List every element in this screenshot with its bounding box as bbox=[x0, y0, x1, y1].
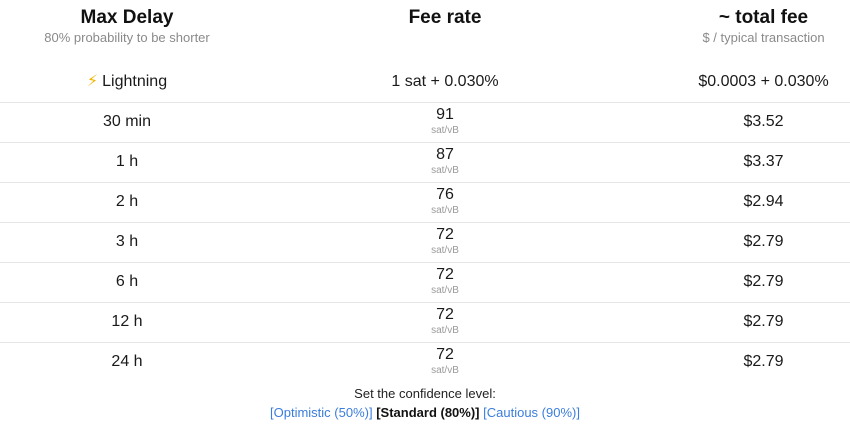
fee-rate-cell: 87 sat/vB bbox=[254, 142, 636, 177]
table-row: 12 h 72 sat/vB $2.79 bbox=[0, 302, 850, 342]
fee-rate-cell: 72 sat/vB bbox=[254, 222, 636, 257]
header-total-fee-title: ~ total fee bbox=[718, 7, 809, 28]
fee-rate-cell: 72 sat/vB bbox=[254, 262, 636, 297]
total-fee-cell: $2.79 bbox=[743, 233, 784, 250]
lightning-bolt-icon: ⚡ bbox=[86, 73, 99, 90]
fee-rate-unit: sat/vB bbox=[431, 285, 459, 296]
row-divider bbox=[0, 222, 850, 223]
fee-rate-value: 72 bbox=[436, 306, 454, 323]
fee-rate-unit: sat/vB bbox=[431, 325, 459, 336]
table-row: 6 h 72 sat/vB $2.79 bbox=[0, 262, 850, 302]
row-divider bbox=[0, 142, 850, 143]
row-divider bbox=[0, 182, 850, 183]
header-max-delay-subtitle: 80% probability to be shorter bbox=[44, 30, 210, 45]
header-max-delay-title: Max Delay bbox=[80, 7, 174, 28]
total-fee-cell: $3.52 bbox=[743, 113, 784, 130]
total-fee-cell: $2.79 bbox=[743, 313, 784, 330]
fee-rate-unit: sat/vB bbox=[431, 245, 459, 256]
confidence-option-optimistic[interactable]: [Optimistic (50%)] bbox=[270, 405, 373, 420]
row-divider bbox=[0, 102, 850, 103]
delay-cell: 3 h bbox=[115, 233, 139, 250]
total-fee-cell: $3.37 bbox=[743, 153, 784, 170]
fee-rate-cell: 72 sat/vB bbox=[254, 302, 636, 337]
confidence-option-standard[interactable]: [Standard (80%)] bbox=[376, 405, 480, 420]
fee-rate-value: 76 bbox=[436, 186, 454, 203]
lightning-row: ⚡ Lightning 1 sat + 0.030% $0.0003 + 0.03… bbox=[0, 62, 850, 102]
total-fee-cell: $2.79 bbox=[743, 273, 784, 290]
total-fee-cell: $2.79 bbox=[743, 353, 784, 370]
fee-rate-value: 72 bbox=[436, 266, 454, 283]
lightning-total-cell: $0.0003 + 0.030% bbox=[698, 73, 829, 90]
header-max-delay: Max Delay 80% probability to be shorter bbox=[0, 0, 254, 46]
header-total-fee: ~ total fee $ / typical transaction bbox=[636, 0, 850, 46]
table-header: Max Delay 80% probability to be shorter … bbox=[0, 0, 850, 60]
delay-cell: 6 h bbox=[115, 273, 139, 290]
row-divider bbox=[0, 262, 850, 263]
delay-cell: 2 h bbox=[115, 193, 139, 210]
fee-rate-value: 91 bbox=[436, 106, 454, 123]
fee-rate-unit: sat/vB bbox=[431, 125, 459, 136]
fee-rate-cell: 91 sat/vB bbox=[254, 102, 636, 137]
confidence-label: Set the confidence level: bbox=[354, 386, 496, 401]
table-row: 3 h 72 sat/vB $2.79 bbox=[0, 222, 850, 262]
table-row: 30 min 91 sat/vB $3.52 bbox=[0, 102, 850, 142]
confidence-options: [Optimistic (50%)] [Standard (80%)] [Cau… bbox=[0, 404, 850, 422]
table-row: 2 h 76 sat/vB $2.94 bbox=[0, 182, 850, 222]
header-total-fee-subtitle: $ / typical transaction bbox=[702, 30, 825, 45]
fee-rate-value: 72 bbox=[436, 226, 454, 243]
confidence-selector: Set the confidence level: [Optimistic (5… bbox=[0, 385, 850, 422]
row-divider bbox=[0, 302, 850, 303]
lightning-delay-cell: ⚡ Lightning bbox=[0, 62, 254, 102]
delay-cell: 24 h bbox=[111, 353, 143, 370]
row-divider bbox=[0, 342, 850, 343]
fee-rate-value: 72 bbox=[436, 346, 454, 363]
fee-rate-unit: sat/vB bbox=[431, 365, 459, 376]
delay-cell: 1 h bbox=[115, 153, 139, 170]
confidence-option-cautious[interactable]: [Cautious (90%)] bbox=[483, 405, 580, 420]
total-fee-cell: $2.94 bbox=[743, 193, 784, 210]
delay-cell: 12 h bbox=[111, 313, 143, 330]
lightning-fee-cell: 1 sat + 0.030% bbox=[391, 73, 499, 90]
lightning-label: Lightning bbox=[102, 73, 168, 90]
table-row: 1 h 87 sat/vB $3.37 bbox=[0, 142, 850, 182]
fee-rate-cell: 72 sat/vB bbox=[254, 342, 636, 377]
delay-cell: 30 min bbox=[102, 113, 152, 130]
fee-rate-cell: 76 sat/vB bbox=[254, 182, 636, 217]
header-fee-rate-title: Fee rate bbox=[408, 7, 482, 28]
table-row: 24 h 72 sat/vB $2.79 bbox=[0, 342, 850, 382]
fee-rate-unit: sat/vB bbox=[431, 165, 459, 176]
fee-rate-unit: sat/vB bbox=[431, 205, 459, 216]
header-fee-rate: Fee rate bbox=[254, 0, 636, 30]
fee-rate-value: 87 bbox=[436, 146, 454, 163]
